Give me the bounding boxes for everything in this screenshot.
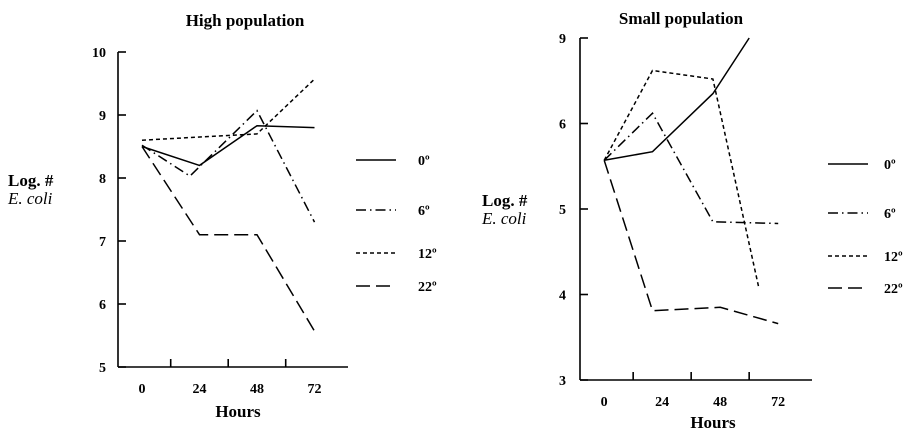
chart-1-series-line-1 — [141, 124, 315, 167]
chart-1-title: High population — [186, 11, 305, 30]
chart-2-y-tick-label: 5 — [559, 203, 566, 218]
chart-1-series-line-2 — [141, 109, 316, 223]
chart-1-y-tick-label: 9 — [99, 109, 106, 124]
chart-2-x-tick-label: 48 — [713, 395, 727, 410]
chart-2-x-label: Hours — [690, 413, 736, 432]
chart-1-series-line-4 — [141, 146, 316, 332]
chart-1-series-line-3 — [141, 78, 316, 141]
chart-2-series-line-2 — [603, 111, 779, 225]
chart-2-y-label-line-1: Log. # — [482, 191, 528, 210]
chart-1-x-tick-label: 48 — [250, 382, 264, 397]
chart-2-legend: 0º 6º 12º 22º — [828, 158, 903, 297]
chart-1-legend-label-1: 0º — [418, 154, 430, 169]
chart-2-legend-label-4: 22º — [884, 282, 903, 297]
chart-1-legend-label-3: 12º — [418, 247, 437, 262]
chart-2-legend-label-3: 12º — [884, 250, 903, 265]
chart-1-x-tick-label: 0 — [138, 382, 145, 397]
chart-2-series-line-4 — [603, 160, 779, 325]
chart-2-x-tick-label: 72 — [771, 395, 785, 410]
chart-2-series-line-1 — [604, 37, 750, 162]
chart-2-y-tick-label: 6 — [559, 118, 566, 133]
chart-2-x-tick-label: 0 — [601, 395, 608, 410]
chart-1-legend-label-2: 6º — [418, 204, 430, 219]
chart-1-y-label-line-2: E. coli — [7, 189, 53, 208]
chart-1-legend-label-4: 22º — [418, 280, 437, 295]
chart-1-x-tick-label: 24 — [192, 382, 206, 397]
chart-2-y-tick-label: 9 — [559, 32, 566, 47]
chart-1-y-tick-label: 8 — [99, 172, 106, 187]
chart-1-y-tick-label: 5 — [99, 361, 106, 376]
chart-2-y-label-line-2: E. coli — [481, 209, 527, 228]
chart-1-y-tick-label: 6 — [99, 298, 106, 313]
chart-1-plot: 5 6 7 8 9 10 0 24 48 72 — [92, 46, 348, 397]
chart-1-y-label-line-1: Log. # — [8, 171, 54, 190]
chart-2-title: Small population — [619, 9, 744, 28]
chart-2-y-tick-label: 4 — [559, 289, 566, 304]
chart-1-x-tick-label: 72 — [307, 382, 321, 397]
chart-1-y-tick-label: 10 — [92, 46, 106, 61]
chart-2-series-line-3 — [603, 69, 760, 288]
chart-2-y-tick-label: 3 — [559, 374, 566, 389]
chart-2-plot: 3 4 5 6 9 0 24 48 72 — [559, 32, 812, 410]
chart-2-x-tick-label: 24 — [655, 395, 669, 410]
chart-1-x-label: Hours — [215, 402, 261, 421]
chart-1-y-tick-label: 7 — [99, 235, 106, 250]
chart-1-legend: 0º 6º 12º 22º — [356, 154, 437, 295]
chart-2-legend-label-1: 0º — [884, 158, 896, 173]
chart-2-legend-label-2: 6º — [884, 207, 896, 222]
